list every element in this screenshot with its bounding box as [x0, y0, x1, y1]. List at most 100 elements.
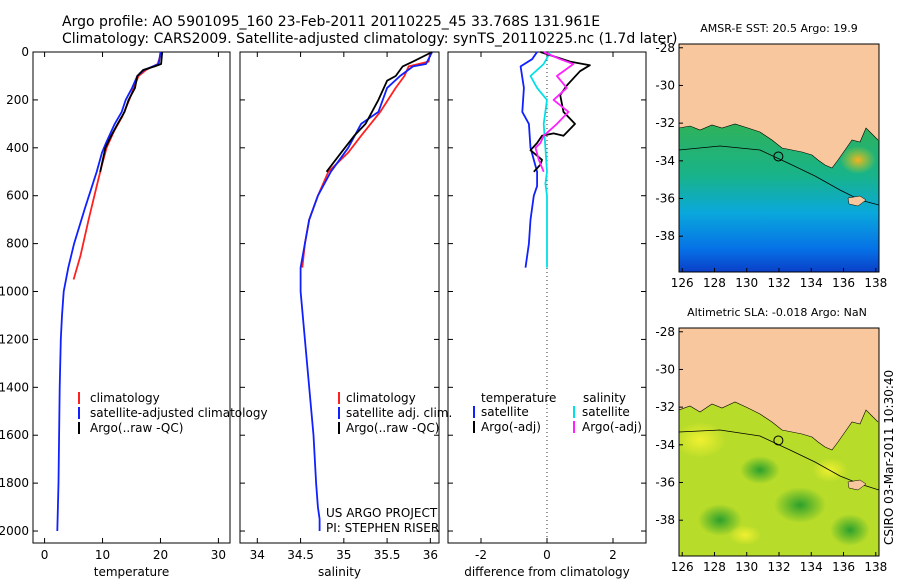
map-y-tick-label: -30 [655, 362, 675, 376]
series-line-temperature-argo-adj [529, 51, 591, 173]
series-line-argo-raw-qc [99, 51, 164, 172]
map-y-tick-label: -36 [655, 192, 675, 206]
series-line-salinity-argo-adj [534, 51, 575, 173]
temperature-plot: 0 10 20 30 0 200 400 600 800 1000 1200 1400 1600 1800… [0, 45, 226, 579]
legend-label-temp-argo: Argo(-adj) [481, 420, 541, 434]
series-line-temperature-satellite [519, 51, 538, 268]
sst-ocean [679, 124, 879, 272]
salinity-legend: climatology satellite adj. clim. Argo(..… [326, 391, 452, 535]
argo-float-marker [773, 151, 784, 162]
sst-warm-gulf [840, 146, 876, 174]
sst-map-title: AMSR-E SST: 20.5 Argo: 19.9 [700, 22, 858, 35]
series-line-satellite-adj-clim [299, 51, 433, 531]
x-axis-label: temperature [94, 565, 169, 579]
header-line-2: Climatology: CARS2009. Satellite-adjuste… [62, 31, 677, 47]
map-y-tick-label: -34 [655, 438, 675, 452]
map-y-tick-label: -32 [655, 400, 675, 414]
difference-plot: -2 0 2 difference from climatology [448, 51, 646, 579]
legend-label-argo: Argo(..raw -QC) [90, 421, 183, 435]
series-line-climatology [72, 51, 163, 280]
y-tick-label: 1200 [0, 332, 29, 346]
x-tick-label: 10 [95, 548, 110, 562]
difference-plot-frame [447, 51, 647, 544]
map-y-tick-label: -34 [655, 154, 675, 168]
series-line-salinity-satellite [529, 51, 552, 268]
y-tick-label: 600 [6, 189, 29, 203]
x-tick-label: 30 [211, 548, 226, 562]
map-y-tick-label: -32 [655, 116, 675, 130]
x-tick-label: 0 [41, 548, 49, 562]
map-x-tick-label: 136 [832, 276, 855, 290]
map-y-tick-label: -38 [655, 229, 675, 243]
map-y-tick-label: -36 [655, 476, 675, 490]
sla-high-anomaly [679, 422, 726, 458]
temperature-plot-frame [32, 51, 231, 544]
y-tick-label: 2000 [0, 524, 29, 538]
x-tick-label: 34 [250, 548, 265, 562]
temperature-legend: climatology satellite-adjusted climatolo… [78, 391, 268, 435]
map-x-tick-label: 130 [735, 560, 758, 574]
legend-label-satellite: satellite-adjusted climatology [90, 406, 268, 420]
sla-coastline [679, 401, 879, 451]
header-line-1: Argo profile: AO 5901095_160 23-Feb-2011… [62, 14, 600, 30]
sla-island [847, 479, 867, 491]
y-tick-label: 800 [6, 237, 29, 251]
x-tick-label: 35.5 [374, 548, 401, 562]
map-x-tick-label: 138 [864, 560, 887, 574]
x-tick-label: -2 [475, 548, 487, 562]
y-tick-label: 1600 [0, 428, 29, 442]
difference-legend: temperature salinity satellite satellite… [473, 391, 642, 434]
sst-island [847, 195, 867, 207]
y-tick-label: 400 [6, 141, 29, 155]
series-line-argo-raw-qc [325, 51, 433, 173]
legend-title-temperature: temperature [481, 391, 556, 405]
sla-low-anomaly [698, 504, 742, 536]
legend-label-climatology: climatology [346, 391, 416, 405]
y-tick-label: 1400 [0, 380, 29, 394]
x-tick-label: 36 [423, 548, 438, 562]
sla-map-axes: 126 128 130 132 134 136 138 -28 -30 -32 -34 -36 -38 [655, 325, 887, 574]
sla-low-anomaly [740, 456, 780, 484]
y-tick-label: 1800 [0, 476, 29, 490]
map-y-tick-label: -28 [655, 41, 675, 55]
salinity-plot: 34 34.5 35 35.5 36 salinity [240, 51, 439, 579]
legend-label-satellite: satellite adj. clim. [346, 406, 452, 420]
map-y-tick-label: -28 [655, 325, 675, 339]
map-y-tick-label: -30 [655, 78, 675, 92]
map-x-tick-label: 128 [703, 276, 726, 290]
map-x-tick-label: 132 [768, 276, 791, 290]
sla-map-title: Altimetric SLA: -0.018 Argo: NaN [687, 306, 867, 319]
project-name: US ARGO PROJECT [326, 506, 438, 520]
map-x-tick-label: 136 [832, 560, 855, 574]
series-line-climatology [301, 51, 432, 268]
map-x-tick-label: 126 [671, 560, 694, 574]
credit-stamp: CSIRO 03-Mar-2011 10:30:40 [882, 370, 896, 545]
sst-coastline [679, 123, 879, 169]
map-x-tick-label: 134 [800, 276, 823, 290]
map-y-tick-label: -38 [655, 513, 675, 527]
legend-label-sal-satellite: satellite [582, 405, 630, 419]
map-x-tick-label: 132 [768, 560, 791, 574]
y-tick-label: 1000 [0, 285, 29, 299]
map-x-tick-label: 138 [864, 276, 887, 290]
sla-low-anomaly [774, 487, 826, 523]
x-tick-label: 2 [609, 548, 617, 562]
argo-float-marker [773, 435, 784, 446]
map-x-tick-label: 134 [800, 560, 823, 574]
sla-low-anomaly [830, 514, 870, 546]
salinity-plot-frame [239, 51, 440, 544]
legend-title-salinity: salinity [583, 391, 626, 405]
y-tick-label: 200 [6, 93, 29, 107]
x-axis-label: salinity [318, 565, 361, 579]
map-x-tick-label: 130 [735, 276, 758, 290]
x-axis-label: difference from climatology [464, 565, 630, 579]
legend-label-temp-satellite: satellite [481, 405, 529, 419]
y-tick-label: 0 [21, 45, 29, 59]
x-tick-label: 35 [336, 548, 351, 562]
x-tick-label: 0 [543, 548, 551, 562]
sla-map-image [679, 328, 879, 556]
map-x-tick-label: 128 [703, 560, 726, 574]
legend-label-sal-argo: Argo(-adj) [582, 420, 642, 434]
x-tick-label: 34.5 [287, 548, 314, 562]
